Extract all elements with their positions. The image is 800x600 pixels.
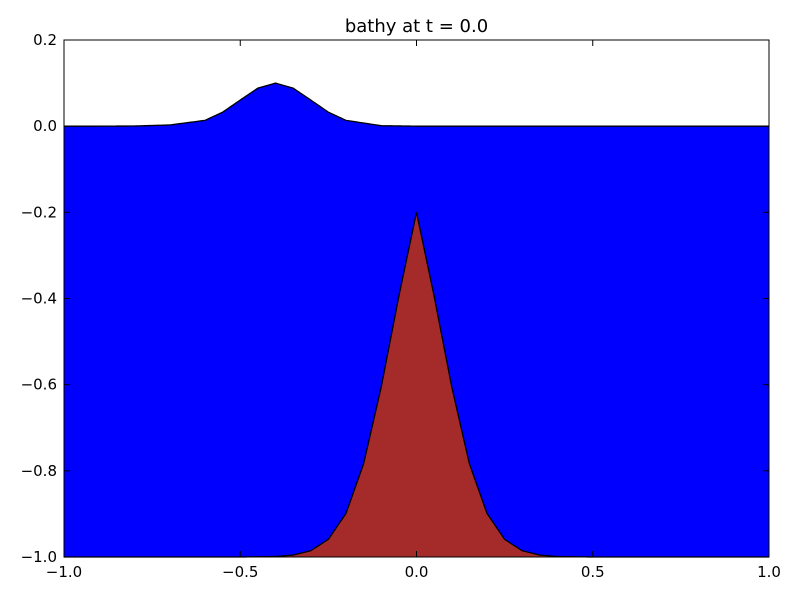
y-tick-label: −0.6 (21, 376, 57, 394)
x-tick-label: 1.0 (757, 563, 781, 581)
x-tick-label: 0.0 (405, 563, 429, 581)
chart-title: bathy at t = 0.0 (345, 16, 488, 37)
y-tick-label: 0.2 (33, 31, 57, 49)
plot-frame (63, 39, 770, 558)
y-tick-label: 0.0 (33, 117, 57, 135)
y-tick-label: −0.2 (21, 203, 57, 221)
surface-line (64, 82, 769, 127)
y-tick-label: −0.4 (21, 290, 57, 308)
x-tick-label: 0.5 (581, 563, 605, 581)
plot-area (64, 82, 769, 558)
x-tick-label: −0.5 (222, 563, 258, 581)
bathymetry-fill (64, 212, 769, 557)
y-tick-label: −0.8 (21, 462, 57, 480)
y-tick-label: −1.0 (21, 548, 57, 566)
x-tick-label: −1.0 (46, 563, 82, 581)
x-axis: −1.0 −0.5 0.0 0.5 1.0 (46, 40, 781, 581)
